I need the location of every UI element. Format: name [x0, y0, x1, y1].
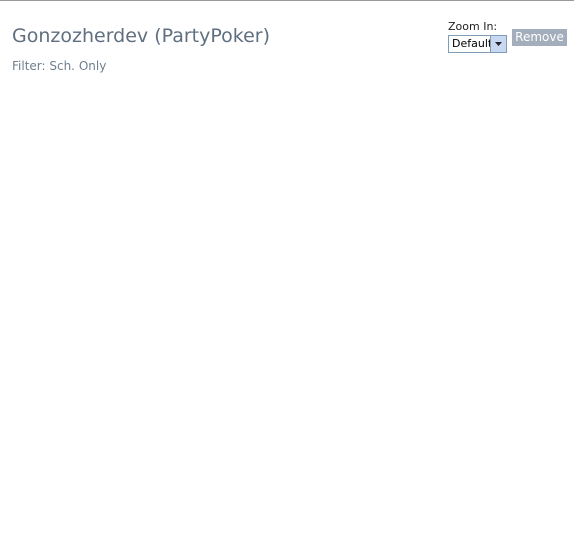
filter: Filter: Sch. Only	[12, 59, 107, 73]
top-border	[0, 0, 574, 1]
zoom-value: Default	[452, 37, 493, 50]
zoom-label: Zoom In:	[448, 20, 498, 33]
title: Gonzozherdev (PartyPoker)	[12, 25, 271, 47]
remove-button[interactable]: Remove	[512, 29, 567, 46]
arrow	[495, 42, 502, 46]
